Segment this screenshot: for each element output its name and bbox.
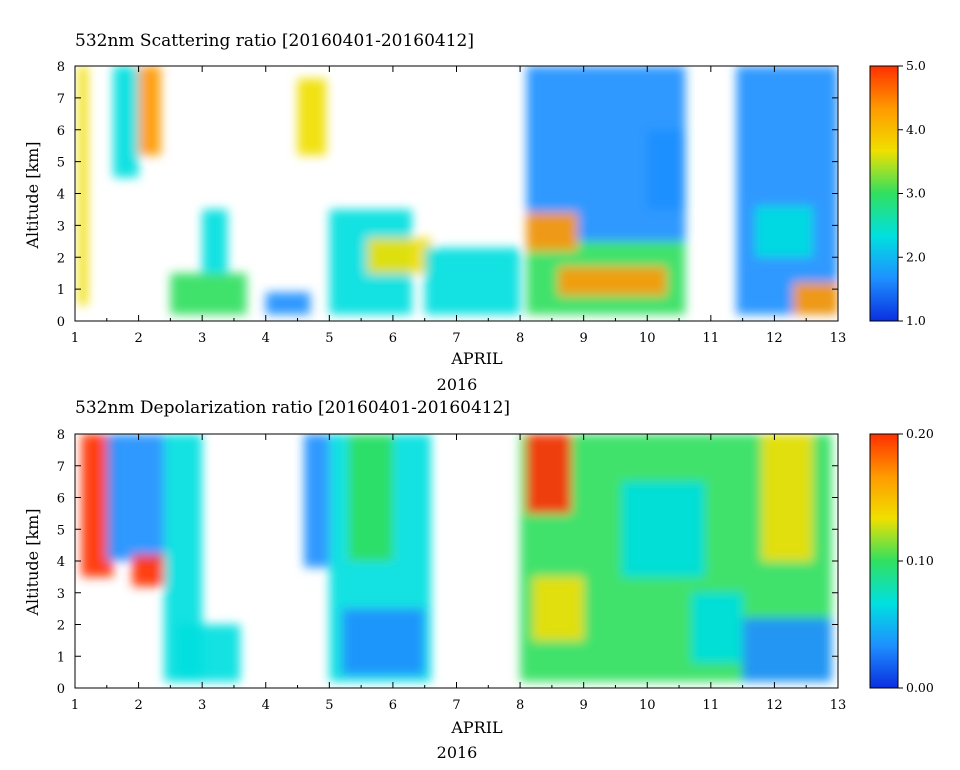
x-tick-label: 10	[639, 331, 656, 346]
data-region	[526, 212, 578, 251]
data-region	[78, 66, 88, 306]
x-tick-label: 13	[830, 331, 847, 346]
y-tick-label: 7	[57, 92, 65, 107]
y-tick-label: 1	[57, 650, 65, 665]
panel-scattering: 532nm Scattering ratio [20160401-2016041…	[23, 31, 926, 394]
x-tick-label: 4	[262, 698, 270, 713]
x-tick-label: 6	[389, 331, 397, 346]
colorbar-tick-label: 0.10	[906, 553, 934, 568]
panel2-xlabel: APRIL	[450, 718, 503, 737]
x-tick-label: 11	[703, 331, 720, 346]
data-region	[113, 66, 139, 178]
x-tick-label: 3	[198, 331, 206, 346]
x-tick-label: 11	[703, 698, 720, 713]
panel2-ylabel: Altitude [km]	[23, 508, 42, 616]
data-region	[138, 66, 161, 156]
y-tick-label: 5	[57, 523, 65, 538]
y-tick-label: 8	[57, 428, 65, 443]
panel2-title: 532nm Depolarization ratio [20160401-201…	[75, 398, 510, 418]
data-region	[424, 247, 521, 315]
y-tick-label: 6	[57, 124, 65, 139]
data-region	[132, 554, 165, 587]
panel1-xlabel: APRIL	[450, 349, 503, 368]
colorbar-tick-label: 3.0	[906, 186, 926, 201]
panel1-colorbar: 1.0 2.0 3.0 4.0 5.0	[869, 58, 926, 328]
x-tick-label: 7	[452, 331, 460, 346]
panel1-xlabel-year: 2016	[437, 375, 478, 394]
data-region	[265, 292, 311, 315]
x-tick-label: 12	[766, 331, 783, 346]
x-tick-label: 8	[516, 331, 524, 346]
data-region	[106, 434, 165, 561]
x-tick-label: 7	[452, 698, 460, 713]
y-tick-label: 3	[57, 219, 65, 234]
y-tick-label: 3	[57, 587, 65, 602]
x-tick-label: 2	[134, 698, 142, 713]
data-region	[793, 282, 838, 315]
data-region	[621, 481, 705, 577]
panel2-xlabel-year: 2016	[437, 743, 478, 762]
x-tick-label: 2	[134, 331, 142, 346]
data-region	[348, 434, 393, 561]
panel2-colorbar: 0.00 0.10 0.20	[869, 426, 934, 695]
panel1-title: 532nm Scattering ratio [20160401-2016041…	[75, 31, 474, 51]
y-tick-label: 4	[57, 188, 65, 203]
colorbar-gradient	[869, 433, 899, 689]
colorbar-tick-label: 0.00	[906, 680, 934, 695]
y-tick-label: 7	[57, 460, 65, 475]
x-tick-label: 6	[389, 698, 397, 713]
colorbar-tick-label: 0.20	[906, 426, 934, 441]
colorbar-gradient	[869, 65, 899, 322]
data-region	[691, 592, 743, 663]
colorbar-tick-label: 1.0	[906, 313, 926, 328]
y-tick-label: 4	[57, 555, 65, 570]
x-tick-label: 13	[830, 698, 847, 713]
colorbar-tick-label: 5.0	[906, 58, 926, 73]
data-region	[342, 608, 425, 676]
data-region	[736, 66, 838, 315]
data-region	[170, 273, 247, 315]
data-region	[202, 209, 228, 274]
y-tick-label: 5	[57, 156, 65, 171]
x-tick-label: 9	[580, 698, 588, 713]
data-region	[755, 206, 813, 258]
data-region	[526, 434, 571, 514]
y-tick-label: 8	[57, 60, 65, 75]
x-tick-label: 3	[198, 698, 206, 713]
x-tick-label: 1	[71, 698, 79, 713]
y-tick-label: 2	[57, 619, 65, 634]
colorbar-tick-label: 2.0	[906, 249, 926, 264]
panel-depolarization: 532nm Depolarization ratio [20160401-201…	[23, 398, 934, 762]
panel1-ylabel: Altitude [km]	[23, 141, 42, 249]
data-region	[297, 78, 327, 156]
x-tick-label: 4	[262, 331, 270, 346]
y-tick-label: 6	[57, 492, 65, 507]
data-region	[761, 434, 813, 561]
x-tick-label: 5	[325, 698, 333, 713]
y-tick-label: 0	[57, 682, 65, 697]
data-region	[303, 434, 330, 568]
data-region	[176, 624, 241, 682]
y-tick-label: 2	[57, 251, 65, 266]
y-tick-label: 0	[57, 315, 65, 330]
x-tick-label: 9	[580, 331, 588, 346]
data-region	[367, 238, 432, 274]
data-region	[532, 576, 584, 641]
data-region	[742, 618, 832, 682]
x-tick-label: 1	[71, 331, 79, 346]
x-tick-label: 12	[766, 698, 783, 713]
x-tick-label: 10	[639, 698, 656, 713]
data-region	[647, 129, 686, 210]
x-tick-label: 8	[516, 698, 524, 713]
data-region	[558, 266, 667, 296]
colorbar-tick-label: 4.0	[906, 122, 926, 137]
x-tick-label: 5	[325, 331, 333, 346]
y-tick-label: 1	[57, 283, 65, 298]
